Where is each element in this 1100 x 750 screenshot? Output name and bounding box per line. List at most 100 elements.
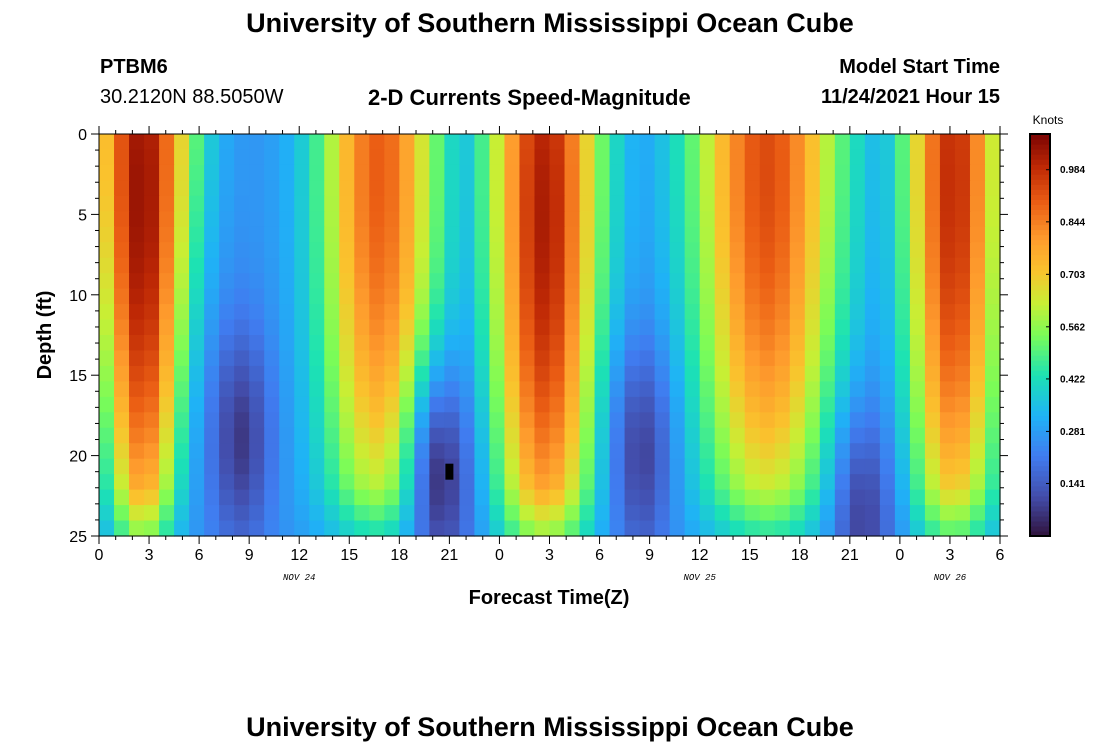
heatmap-cell [159, 458, 175, 475]
heatmap-cell [414, 164, 430, 181]
heatmap-cell [819, 381, 836, 398]
heatmap-cell [339, 288, 355, 305]
heatmap-cell [774, 149, 791, 166]
heatmap-cell [654, 505, 671, 522]
heatmap-cell [99, 304, 115, 321]
heatmap-cell [609, 149, 626, 166]
heatmap-cell [984, 164, 1001, 181]
heatmap-cell [759, 335, 776, 352]
heatmap-cell [774, 443, 791, 460]
heatmap-cell [699, 443, 716, 460]
heatmap-cell [534, 489, 551, 506]
heatmap-cell [204, 350, 220, 367]
heatmap-cell [264, 365, 280, 382]
heatmap-cell [879, 164, 896, 181]
heatmap-cell [429, 180, 445, 197]
colorbar-segment [1030, 405, 1050, 411]
heatmap-cell [639, 489, 656, 506]
heatmap-cell [219, 242, 235, 259]
heatmap-cell [774, 304, 791, 321]
heatmap-cell [414, 396, 430, 413]
heatmap-cell [849, 365, 866, 382]
heatmap-cell [669, 195, 686, 212]
heatmap-cell [684, 149, 701, 166]
heatmap-cell [684, 335, 701, 352]
heatmap-cell [699, 195, 716, 212]
heatmap-cell [609, 412, 626, 429]
colorbar-segment [1030, 219, 1050, 226]
heatmap-cell [114, 350, 130, 367]
heatmap-cell [669, 288, 686, 305]
heatmap-cell [369, 427, 385, 444]
heatmap-cell [369, 164, 385, 181]
heatmap-cell [984, 242, 1001, 259]
heatmap-cell [639, 242, 656, 259]
heatmap-cell [354, 381, 370, 398]
colorbar-segment [1030, 179, 1050, 185]
heatmap-cell [744, 427, 761, 444]
heatmap-cell [204, 273, 220, 290]
heatmap-cell [909, 505, 926, 522]
heatmap-cell [639, 226, 656, 243]
heatmap-cell [174, 319, 190, 336]
heatmap-cell [324, 365, 340, 382]
heatmap-cell [564, 520, 581, 537]
heatmap-cell [789, 226, 806, 243]
heatmap-cell [864, 365, 881, 382]
heatmap-cell [129, 412, 145, 429]
heatmap-cell [744, 489, 761, 506]
heatmap-cell [894, 505, 911, 522]
heatmap-cell [474, 164, 491, 181]
heatmap-cell [774, 226, 791, 243]
heatmap-cell [774, 319, 791, 336]
heatmap-cell [159, 257, 175, 274]
heatmap-cell [279, 381, 295, 398]
heatmap-cell [99, 242, 115, 259]
heatmap-cell [864, 427, 881, 444]
heatmap-cell [909, 489, 926, 506]
heatmap-cell [684, 242, 701, 259]
x-tick-label: 6 [195, 547, 204, 564]
heatmap-cell [624, 381, 641, 398]
heatmap-cell [849, 443, 866, 460]
heatmap-cell [939, 412, 956, 429]
heatmap-cell [384, 474, 400, 491]
heatmap-cell [579, 412, 596, 429]
heatmap-cell [759, 396, 776, 413]
heatmap-cell [339, 226, 355, 243]
colorbar-frame [1029, 133, 1051, 537]
colorbar-segment [1030, 375, 1050, 381]
heatmap-cell [234, 365, 250, 382]
colorbar-segment [1030, 209, 1050, 216]
heatmap-cell [684, 427, 701, 444]
heatmap-cell [99, 164, 115, 181]
heatmap-cell [264, 226, 280, 243]
heatmap-cell [399, 211, 415, 228]
heatmap-cell [924, 164, 941, 181]
heatmap-cell [489, 458, 506, 475]
heatmap-cell [189, 257, 205, 274]
heatmap-cell [504, 520, 521, 537]
heatmap-cell [174, 427, 190, 444]
heatmap-cell [174, 412, 190, 429]
heatmap-cell [309, 489, 325, 506]
heatmap-cell [834, 412, 851, 429]
heatmap-cell [954, 180, 971, 197]
x-tick-label: 0 [95, 547, 104, 564]
heatmap-cell [204, 180, 220, 197]
heatmap-cell [954, 242, 971, 259]
heatmap-cell [984, 304, 1001, 321]
heatmap-cell [174, 396, 190, 413]
heatmap-cell [864, 134, 881, 151]
heatmap-cell [204, 257, 220, 274]
heatmap-cell [954, 458, 971, 475]
heatmap-cell [759, 149, 776, 166]
heatmap-cell [804, 489, 821, 506]
heatmap-cell [504, 474, 521, 491]
heatmap-cell [879, 443, 896, 460]
heatmap-cell [459, 396, 476, 413]
heatmap-cell [294, 134, 310, 151]
heatmap-cell [429, 412, 445, 429]
heatmap-cell [624, 319, 641, 336]
heatmap-cell [519, 273, 536, 290]
